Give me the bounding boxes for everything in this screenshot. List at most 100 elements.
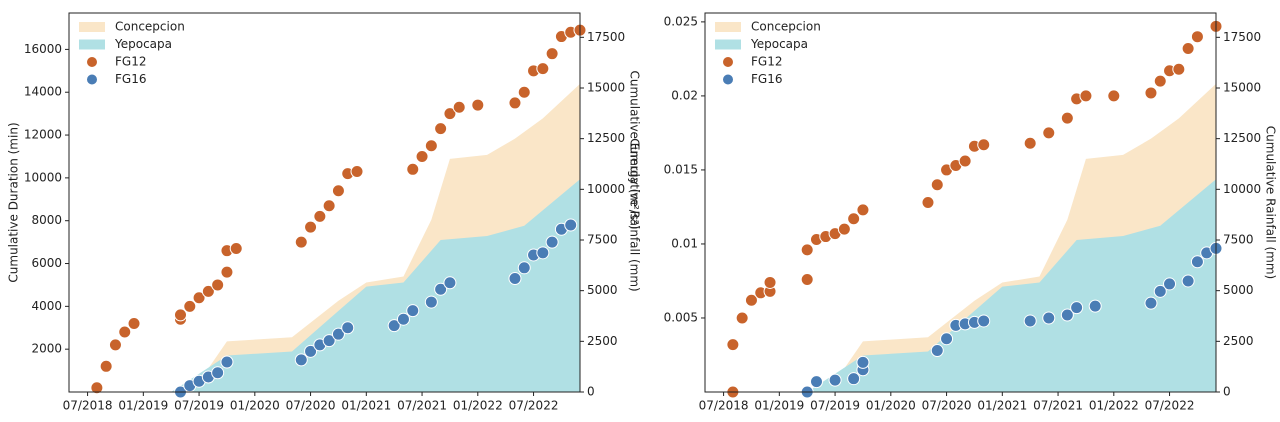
point [108,338,122,352]
axis-annotation: Cumulative Energy (m²/s²) [628,70,642,229]
point [387,319,401,333]
y2-tick-label: 7500 [587,232,618,246]
point [847,372,861,386]
point [220,355,234,369]
x-tick-label: 01/2019 [754,399,804,413]
point [1088,299,1102,313]
point [183,299,197,313]
point [1144,296,1158,310]
y-axis-label: Cumulative Duration (min) [7,122,21,282]
y-tick-label: 2000 [31,342,62,356]
point [1042,126,1056,140]
point [1144,86,1158,100]
point [201,284,215,298]
point [508,272,522,286]
point [856,203,870,217]
point [350,164,364,178]
point [443,107,457,121]
point [1181,274,1195,288]
y2-tick-label: 12500 [587,131,625,145]
y2-tick-label: 17500 [587,30,625,44]
point [517,261,531,275]
x-tick-label: 07/2022 [1145,399,1195,413]
point [90,381,104,395]
point [118,325,132,339]
point [173,308,187,322]
legend-label: FG12 [751,55,782,69]
point [940,332,954,346]
point [1060,111,1074,125]
point [1070,301,1084,315]
rain-area [807,179,1216,392]
point [856,355,870,369]
y2-tick-label: 12500 [1223,131,1261,145]
y2-tick-label: 10000 [587,182,625,196]
y-tick-label: 16000 [24,42,62,56]
point [99,359,113,373]
legend-marker [722,56,734,68]
point [471,98,485,112]
point [508,96,522,110]
x-tick-label: 01/2020 [866,399,916,413]
legend-swatch [79,39,105,50]
point [1181,42,1195,56]
point [294,235,308,249]
legend-swatch [715,22,741,32]
point [415,149,429,163]
point [847,212,861,226]
point [211,278,225,292]
y2-tick-label: 10000 [1223,182,1261,196]
y2-axis-label: Cumulative Rainfall (mm) [1264,126,1278,279]
point [930,178,944,192]
point [545,235,559,249]
point [331,327,345,341]
legend-marker [86,73,98,86]
point [192,291,206,305]
y2-axis-label: Cumulative Rainfall (mm) [628,138,642,291]
point [930,344,944,358]
x-tick-label: 07/2018 [699,399,749,413]
point [127,316,141,330]
point [1190,30,1204,44]
y-tick-label: 0.01 [671,236,698,250]
x-tick-label: 01/2022 [453,399,503,413]
point [424,139,438,153]
legend-label: Yepocapa [114,37,172,51]
y-tick-label: 8000 [31,213,62,227]
x-tick-label: 01/2021 [341,399,391,413]
x-tick-label: 07/2020 [286,399,336,413]
y2-tick-label: 2500 [1223,334,1254,348]
legend-label: FG12 [115,55,146,69]
axes-frame [68,12,581,393]
x-tick-label: 07/2020 [922,399,972,413]
y-tick-label: 0.015 [664,162,698,176]
point [211,366,225,380]
x-tick-label: 07/2022 [509,399,559,413]
point [1107,89,1121,103]
y2-tick-label: 7500 [1223,232,1254,246]
point [564,218,578,232]
x-tick-label: 01/2022 [1089,399,1139,413]
point [304,344,318,358]
legend-label: FG16 [115,72,146,86]
x-tick-label: 07/2019 [174,399,224,413]
point [396,312,410,326]
point [977,138,991,152]
point [800,272,814,286]
y2-tick-label: 2500 [587,334,618,348]
y-tick-label: 0.005 [664,310,698,324]
point [304,220,318,234]
point [977,314,991,328]
plot [90,23,587,399]
plot [726,19,1223,399]
point [517,85,531,99]
point [726,338,740,352]
x-tick-label: 07/2018 [63,399,113,413]
point [763,275,777,289]
point [1153,284,1167,298]
point [322,199,336,213]
point [443,276,457,290]
x-tick-label: 07/2019 [810,399,860,413]
point [536,246,550,260]
y2-tick-label: 0 [587,385,595,399]
